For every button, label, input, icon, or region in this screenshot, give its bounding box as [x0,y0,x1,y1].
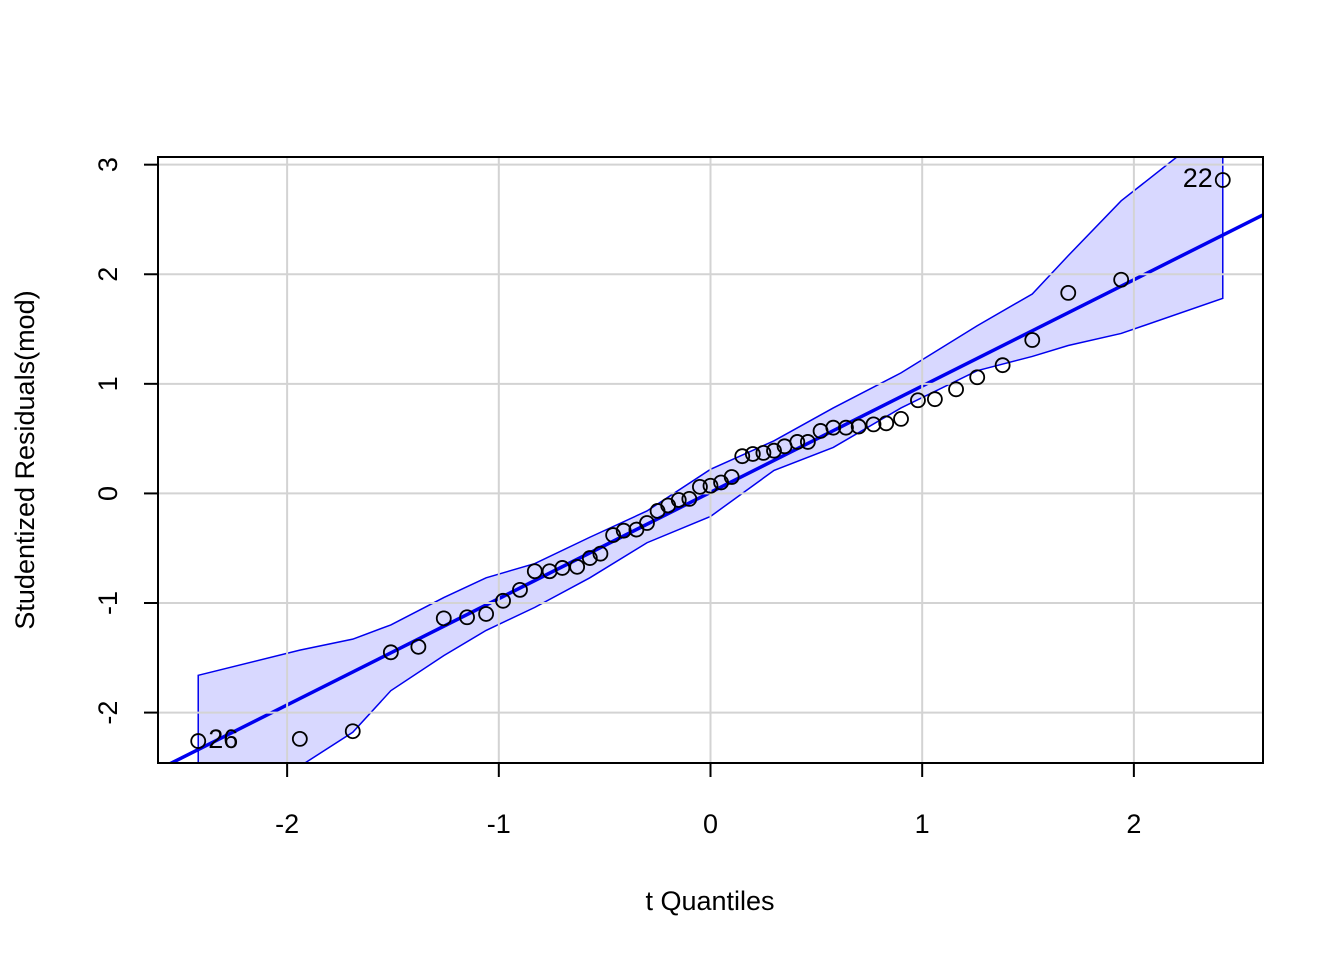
point [799,434,816,450]
point [382,644,399,661]
point [893,411,909,427]
point [1060,284,1077,301]
y-tick-label: 2 [93,267,123,282]
y-tick-label: 3 [93,157,123,172]
point [994,357,1011,374]
point [1113,271,1130,288]
x-tick-label: 1 [915,809,930,839]
x-axis-title: t Quantiles [645,886,774,916]
y-tick-label: -1 [93,591,123,615]
point [291,730,308,747]
x-tick-label: -2 [275,809,299,839]
point [910,392,926,409]
point [825,419,842,436]
point [1024,332,1041,348]
point [850,418,867,435]
point [755,444,772,461]
point [592,545,609,562]
point [789,434,806,450]
x-tick-label: 0 [703,809,718,839]
point-label: 22 [1183,163,1213,193]
point [692,478,708,495]
point [410,638,427,655]
point [744,446,761,462]
point [581,550,598,566]
point [435,610,452,627]
y-tick-label: 0 [93,486,123,501]
point [639,515,655,531]
x-tick-label: -1 [487,809,511,839]
point [344,723,361,740]
point [948,381,964,398]
point [478,606,495,622]
point [838,419,854,436]
point [734,448,751,465]
point-label: 26 [208,724,238,754]
point [723,469,740,485]
point [605,527,622,543]
point [865,416,882,433]
point [670,492,687,508]
y-axis-title: Studentized Residuals(mod) [10,290,40,629]
point [878,415,895,432]
point [926,391,943,408]
x-tick-label: 2 [1126,809,1141,839]
point [569,558,586,575]
point [495,592,511,609]
point [459,609,475,626]
point [190,733,207,749]
plot-frame [157,156,1264,764]
point [1214,172,1231,188]
y-tick-label: -2 [93,701,123,725]
point [766,442,782,459]
y-tick-label: 1 [93,376,123,391]
point [969,369,986,386]
point [702,477,719,494]
point [681,491,698,507]
point [615,522,632,539]
point [512,581,528,598]
